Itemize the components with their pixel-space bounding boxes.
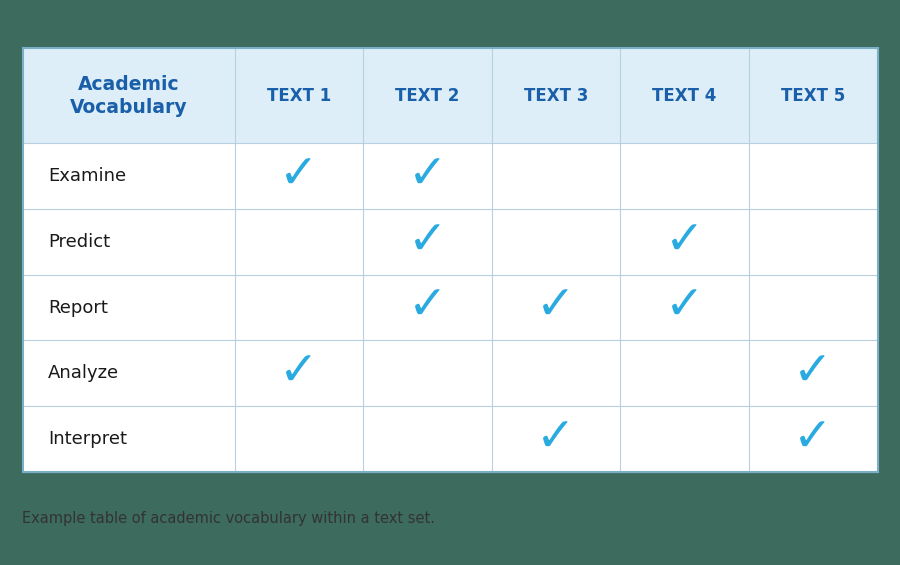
Text: Example table of academic vocabulary within a text set.: Example table of academic vocabulary wit… <box>22 511 436 527</box>
Text: TEXT 4: TEXT 4 <box>652 86 716 105</box>
Text: TEXT 2: TEXT 2 <box>395 86 460 105</box>
Text: ✓: ✓ <box>279 351 319 396</box>
Text: Predict: Predict <box>48 233 110 251</box>
Text: Examine: Examine <box>48 167 126 185</box>
Text: ✓: ✓ <box>665 285 705 330</box>
Text: ✓: ✓ <box>665 219 705 264</box>
Text: Analyze: Analyze <box>48 364 119 383</box>
Text: ✓: ✓ <box>408 285 447 330</box>
Text: Academic
Vocabulary: Academic Vocabulary <box>70 75 187 116</box>
Text: ✓: ✓ <box>536 285 576 330</box>
Text: Interpret: Interpret <box>48 430 127 448</box>
Text: ✓: ✓ <box>279 154 319 199</box>
Text: TEXT 5: TEXT 5 <box>781 86 845 105</box>
Text: Report: Report <box>48 298 108 316</box>
Text: ✓: ✓ <box>408 154 447 199</box>
Text: TEXT 1: TEXT 1 <box>266 86 331 105</box>
Text: ✓: ✓ <box>794 416 833 462</box>
Text: ✓: ✓ <box>536 416 576 462</box>
Text: TEXT 3: TEXT 3 <box>524 86 589 105</box>
Text: ✓: ✓ <box>408 219 447 264</box>
Text: ✓: ✓ <box>794 351 833 396</box>
FancyBboxPatch shape <box>22 48 878 472</box>
FancyBboxPatch shape <box>22 48 878 144</box>
